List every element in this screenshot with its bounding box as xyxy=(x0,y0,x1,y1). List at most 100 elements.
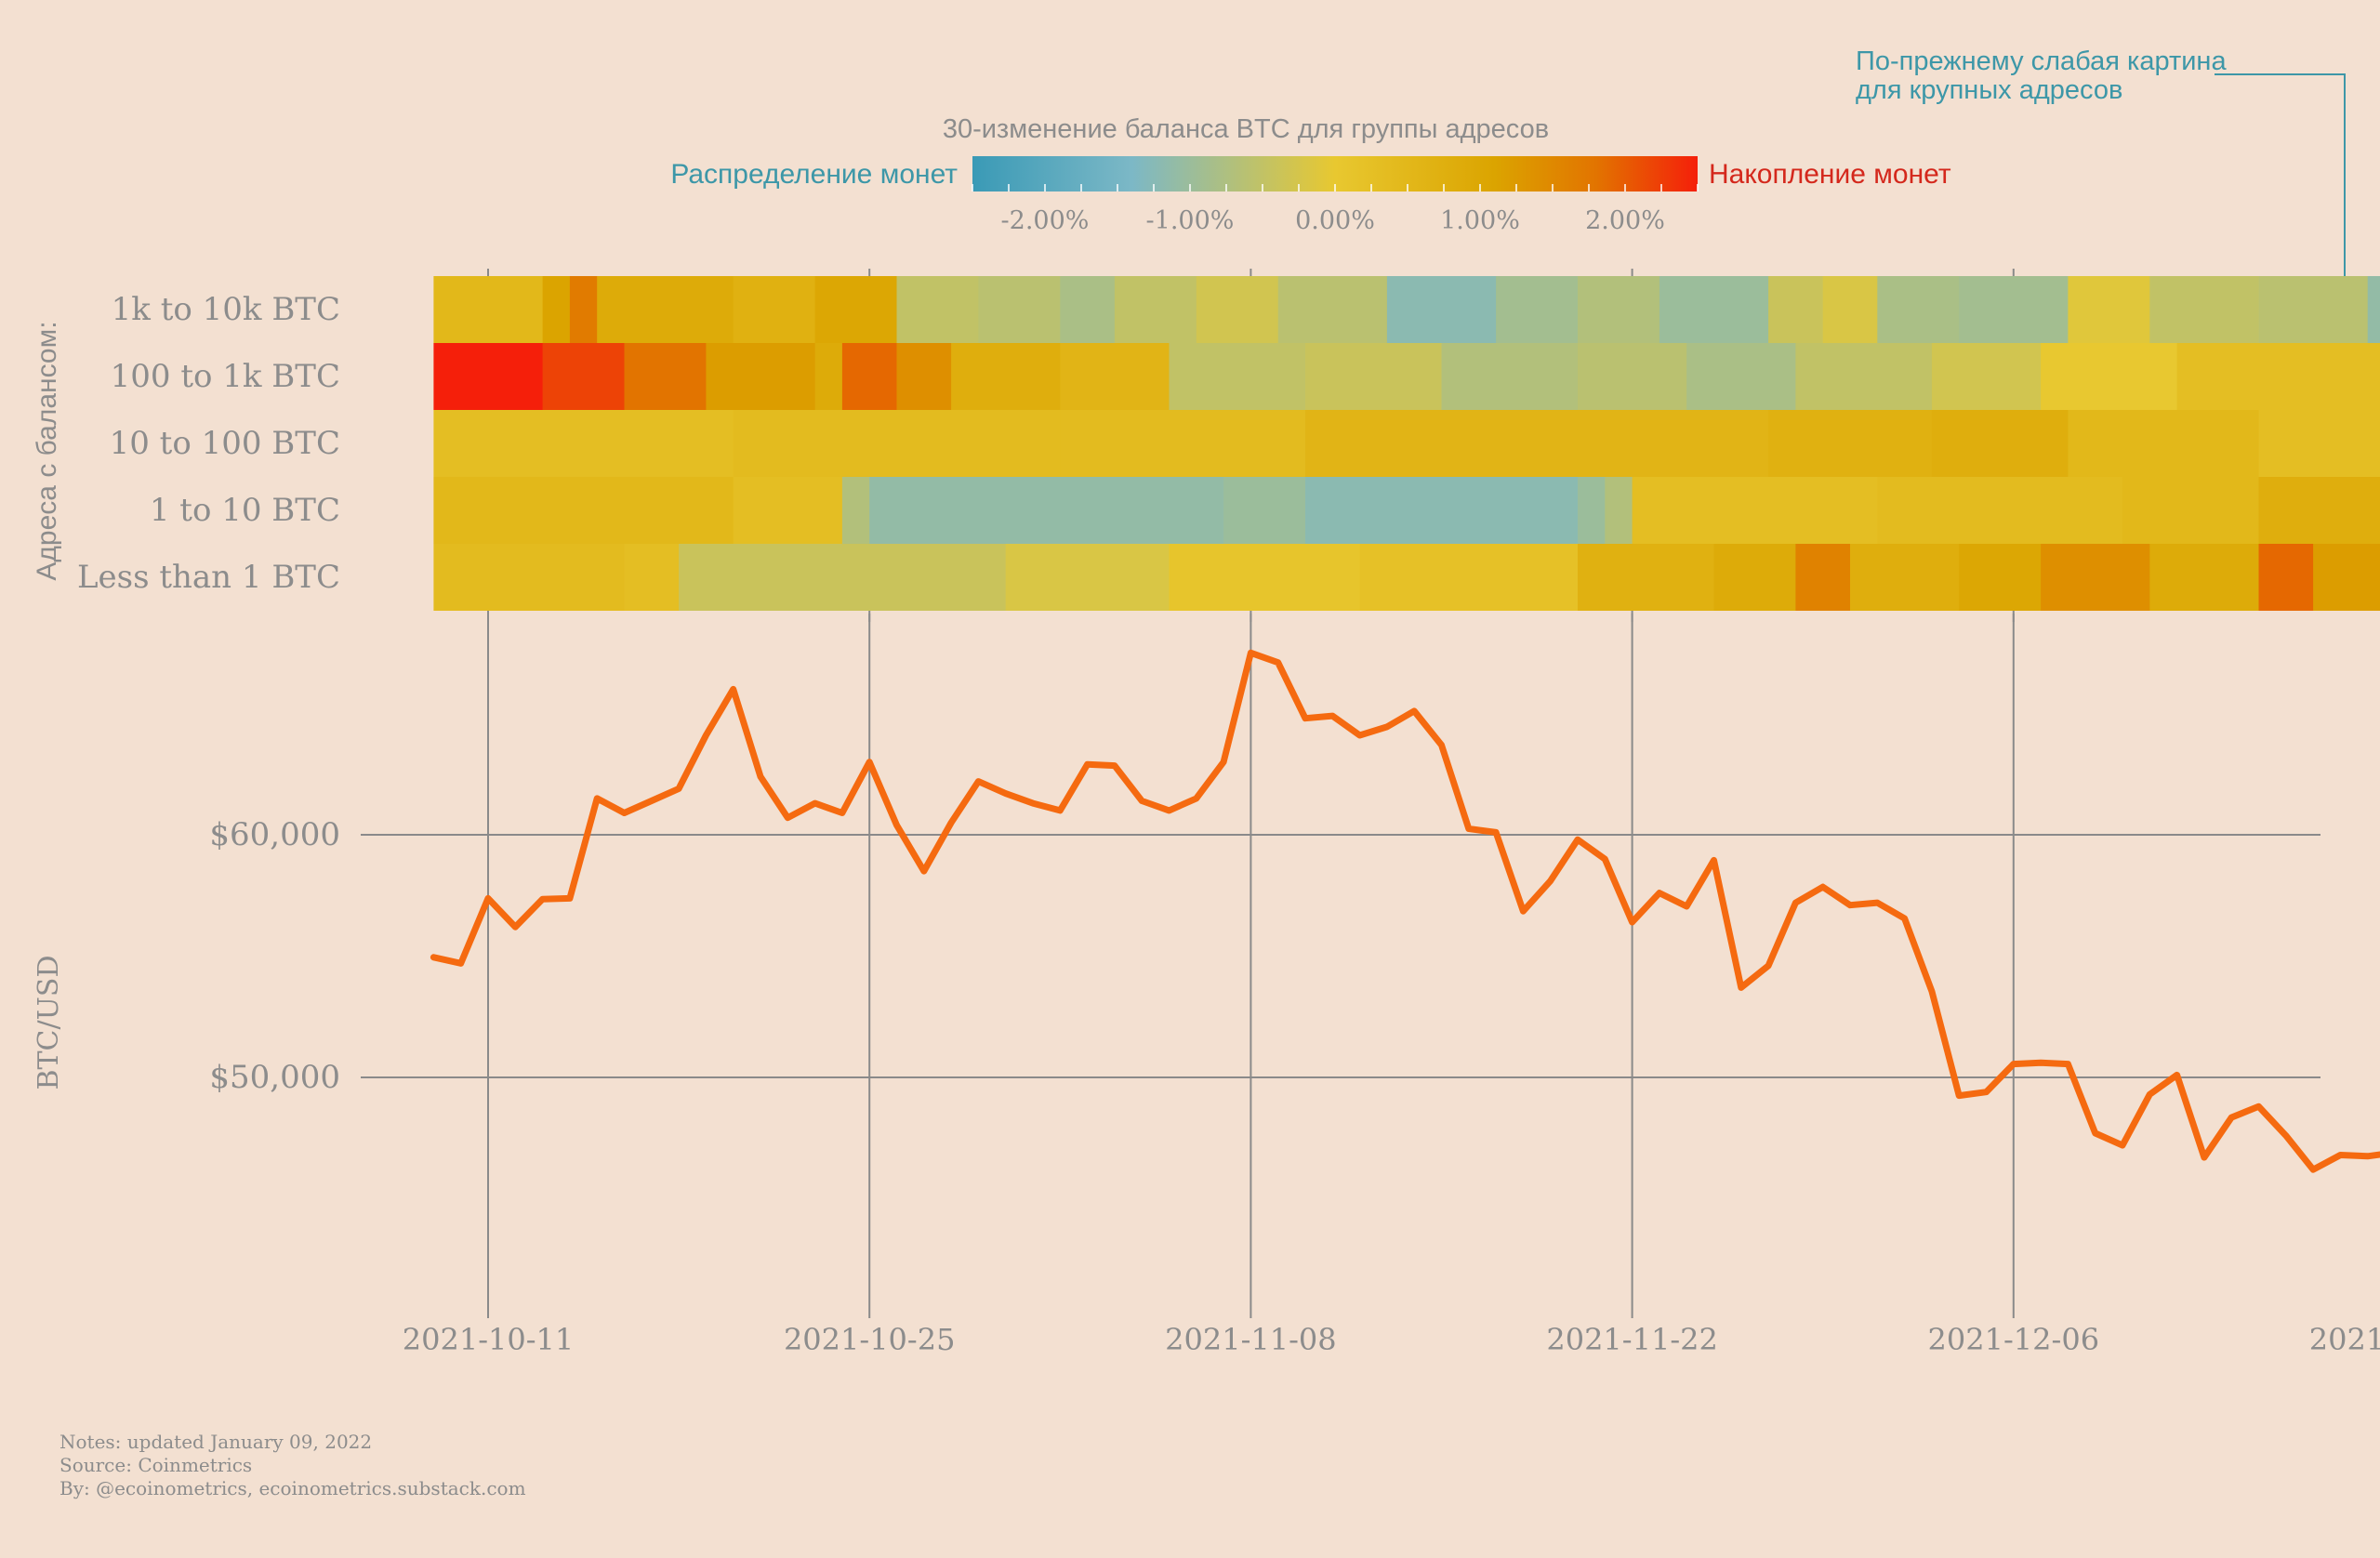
heatmap-cell xyxy=(814,343,843,410)
heatmap-cell xyxy=(733,276,816,343)
heatmap-cell xyxy=(542,343,626,410)
price-tick-label: $60,000 xyxy=(209,816,340,853)
heatmap-cell xyxy=(2041,544,2150,611)
heatmap-cell xyxy=(433,276,544,343)
heatmap-cell xyxy=(2122,477,2260,544)
price-y-tick-labels: $50,000 $60,000 xyxy=(209,816,340,1096)
heatmap-cell xyxy=(1169,544,1361,611)
heatmap-cell xyxy=(1877,477,2123,544)
heatmap-cell xyxy=(1060,343,1170,410)
heatmap-cell xyxy=(1277,276,1388,343)
heatmap-cell xyxy=(1305,343,1443,410)
heatmap-cell xyxy=(1795,544,1851,611)
heatmap-cell xyxy=(2041,343,2178,410)
heatmap-cell xyxy=(1877,276,1960,343)
heatmap-cell xyxy=(2258,410,2380,477)
colorbar-tick-label: 0.00% xyxy=(1295,206,1375,235)
notes-byline: By: @ecoinometrics, ecoinometrics.substa… xyxy=(60,1477,526,1499)
heatmap-cell xyxy=(733,410,1061,477)
heatmap-cell xyxy=(1959,276,2069,343)
date-tick-label: 2021-10-11 xyxy=(403,1322,575,1357)
date-tick-label: 2021-12-06 xyxy=(1928,1322,2100,1357)
date-tick-label: 2021-12-20 xyxy=(2309,1322,2380,1357)
heatmap-cell xyxy=(951,343,1061,410)
heatmap-cell xyxy=(1578,477,1606,544)
date-x-tick-labels: 2021-10-11 2021-10-25 2021-11-08 2021-11-22… xyxy=(403,1322,2380,1357)
heatmap-cell xyxy=(1196,276,1279,343)
notes-updated: Notes: updated January 09, 2022 xyxy=(60,1431,372,1453)
date-tick-label: 2021-10-25 xyxy=(784,1322,956,1357)
heatmap-cell xyxy=(1605,477,1633,544)
heatmap-cell xyxy=(2149,544,2260,611)
gridlines xyxy=(361,614,2320,1318)
heatmap-cell xyxy=(2176,343,2380,410)
heatmap-row-labels: 1k to 10k BTC 100 to 1k BTC 10 to 100 BTC 1… xyxy=(77,291,340,596)
heatmap-cell xyxy=(2313,544,2380,611)
heatmap-cell xyxy=(624,343,707,410)
heatmap-cell xyxy=(624,544,680,611)
heatmap-cell xyxy=(978,276,1061,343)
heatmap-cell xyxy=(1578,276,1660,343)
heatmap-cell xyxy=(2149,276,2260,343)
heatmap-cell xyxy=(706,343,816,410)
heatmap-cell xyxy=(433,343,544,410)
heatmap-cell xyxy=(1386,276,1497,343)
heatmap-row-label: 100 to 1k BTC xyxy=(111,358,340,395)
heatmap-cell xyxy=(1060,477,1224,544)
heatmap-cell xyxy=(569,276,598,343)
notes-source: Source: Coinmetrics xyxy=(60,1454,252,1476)
heatmap-cell xyxy=(1578,410,1769,477)
heatmap-cell xyxy=(1632,477,1878,544)
heatmap-cell xyxy=(1060,410,1306,477)
heatmap-cell xyxy=(542,276,571,343)
heatmap-cell xyxy=(433,410,734,477)
annotation-line-1: По-прежнему слабая картина xyxy=(1856,46,2227,76)
heatmap-cell xyxy=(869,544,1007,611)
heatmap-cell xyxy=(2258,477,2380,544)
heatmap-cell xyxy=(896,343,952,410)
heatmap-cell xyxy=(433,477,734,544)
heatmap-cell xyxy=(679,544,870,611)
heatmap-row-label: 1 to 10 BTC xyxy=(150,492,340,529)
heatmap-row-label: 10 to 100 BTC xyxy=(110,425,340,462)
heatmap-cell xyxy=(433,544,626,611)
annotation: По-прежнему слабая картина для крупных а… xyxy=(1856,46,2346,310)
heatmap-cell xyxy=(1005,544,1170,611)
heatmap-cell xyxy=(1795,343,1933,410)
heatmap-cell xyxy=(733,477,843,544)
heatmap-cell xyxy=(1305,410,1579,477)
heatmap-cell xyxy=(597,276,734,343)
heatmap-ylabel: Адреса с балансом: xyxy=(32,321,62,580)
heatmap-cell xyxy=(1768,276,1824,343)
heatmap-row-label: Less than 1 BTC xyxy=(77,559,340,596)
colorbar-tick-label: -2.00% xyxy=(1001,206,1090,235)
heatmap-cell xyxy=(1959,544,2042,611)
colorbar-tick-label: -1.00% xyxy=(1146,206,1235,235)
heatmap-cell xyxy=(1659,276,1769,343)
heatmap-cell xyxy=(1441,343,1579,410)
price-tick-label: $50,000 xyxy=(209,1059,340,1096)
colorbar-tick-label: 2.00% xyxy=(1585,206,1665,235)
heatmap-cell xyxy=(1359,544,1579,611)
colorbar-title: 30-изменение баланса BTC для группы адре… xyxy=(943,114,1549,144)
heatmap-cell xyxy=(841,477,870,544)
heatmap-cell xyxy=(1768,410,1933,477)
heatmap-row-label: 1k to 10k BTC xyxy=(112,291,340,328)
heatmap-cell xyxy=(2068,276,2150,343)
date-tick-label: 2021-11-08 xyxy=(1165,1322,1337,1357)
heatmap-cell xyxy=(1850,544,1960,611)
heatmap-cell xyxy=(814,276,898,343)
colorbar-left-label: Распределение монет xyxy=(670,159,958,190)
heatmap-cell xyxy=(1713,544,1796,611)
heatmap-cell xyxy=(1931,343,2042,410)
heatmap-cell xyxy=(1169,343,1306,410)
heatmap-cell xyxy=(2258,544,2314,611)
heatmap-cell xyxy=(841,343,898,410)
heatmap-cell xyxy=(1578,544,1715,611)
heatmap-cell xyxy=(1305,477,1579,544)
annotation-line-2: для крупных адресов xyxy=(1856,75,2122,105)
heatmap xyxy=(433,269,2380,622)
heatmap-cell xyxy=(869,477,1061,544)
date-tick-label: 2021-11-22 xyxy=(1546,1322,1718,1357)
